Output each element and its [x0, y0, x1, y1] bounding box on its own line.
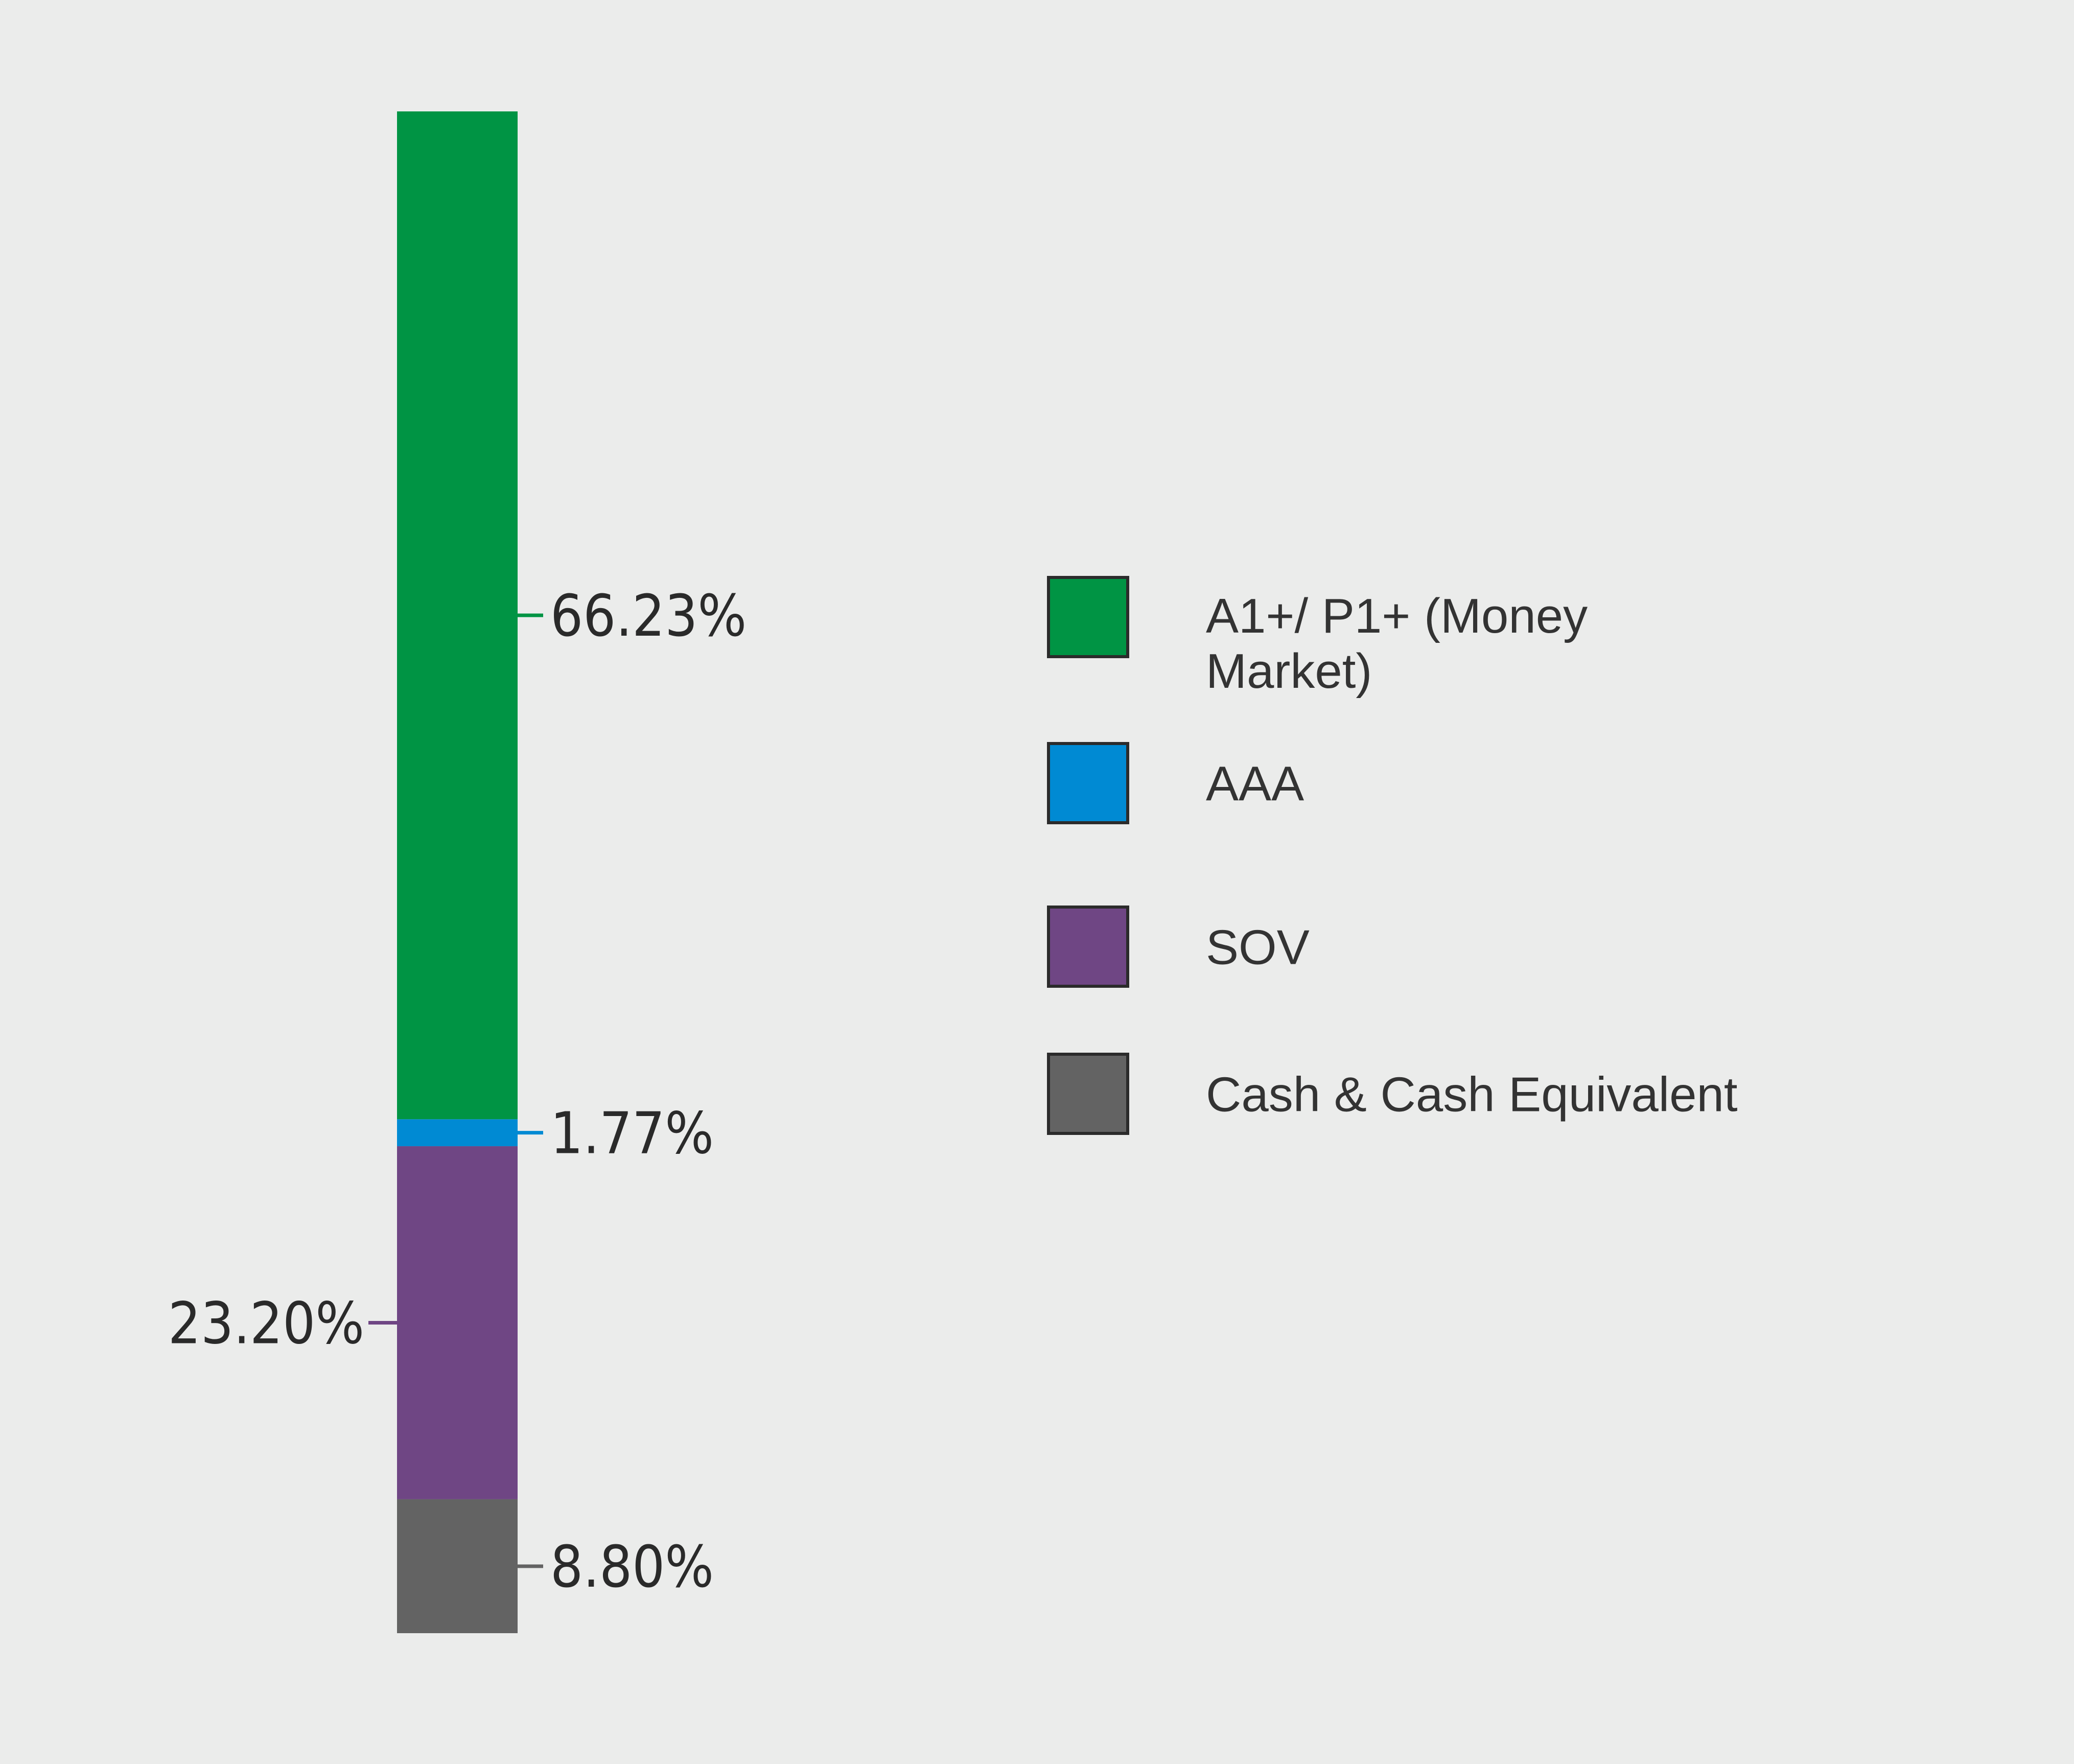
legend-swatch-aaa: [1047, 742, 1129, 824]
data-label-aaa: 1.77%: [550, 1101, 714, 1167]
bar-segment-aaa: [397, 1119, 518, 1147]
stacked-bar: [397, 111, 518, 1633]
bar-segment-a1-p1-money-market: [397, 111, 518, 1120]
legend-label-sov: SOV: [1206, 920, 1310, 975]
legend-label-cash-cash-equivalent: Cash & Cash Equivalent: [1206, 1067, 1738, 1122]
data-label-sov: 23.20%: [168, 1290, 364, 1357]
legend-label-aaa: AAA: [1206, 757, 1304, 811]
legend-swatch-cash-cash-equivalent: [1047, 1053, 1129, 1135]
data-labels: 66.23% 1.77% 23.20% 8.80%: [168, 583, 747, 1600]
bar-segment-cash-cash-equivalent: [397, 1499, 518, 1633]
bar-segment-sov: [397, 1146, 518, 1499]
data-label-cash-cash-equivalent: 8.80%: [550, 1534, 714, 1600]
legend-label-a1-p1-money-market: A1+/ P1+ (Money Market): [1206, 589, 1588, 699]
legend: A1+/ P1+ (Money Market) AAA SOV Cash & Cash …: [1047, 576, 1738, 1135]
data-label-a1-p1-money-market: 66.23%: [550, 583, 747, 649]
legend-swatch-sov: [1047, 906, 1129, 988]
legend-swatch-a1-p1-money-market: [1047, 576, 1129, 658]
